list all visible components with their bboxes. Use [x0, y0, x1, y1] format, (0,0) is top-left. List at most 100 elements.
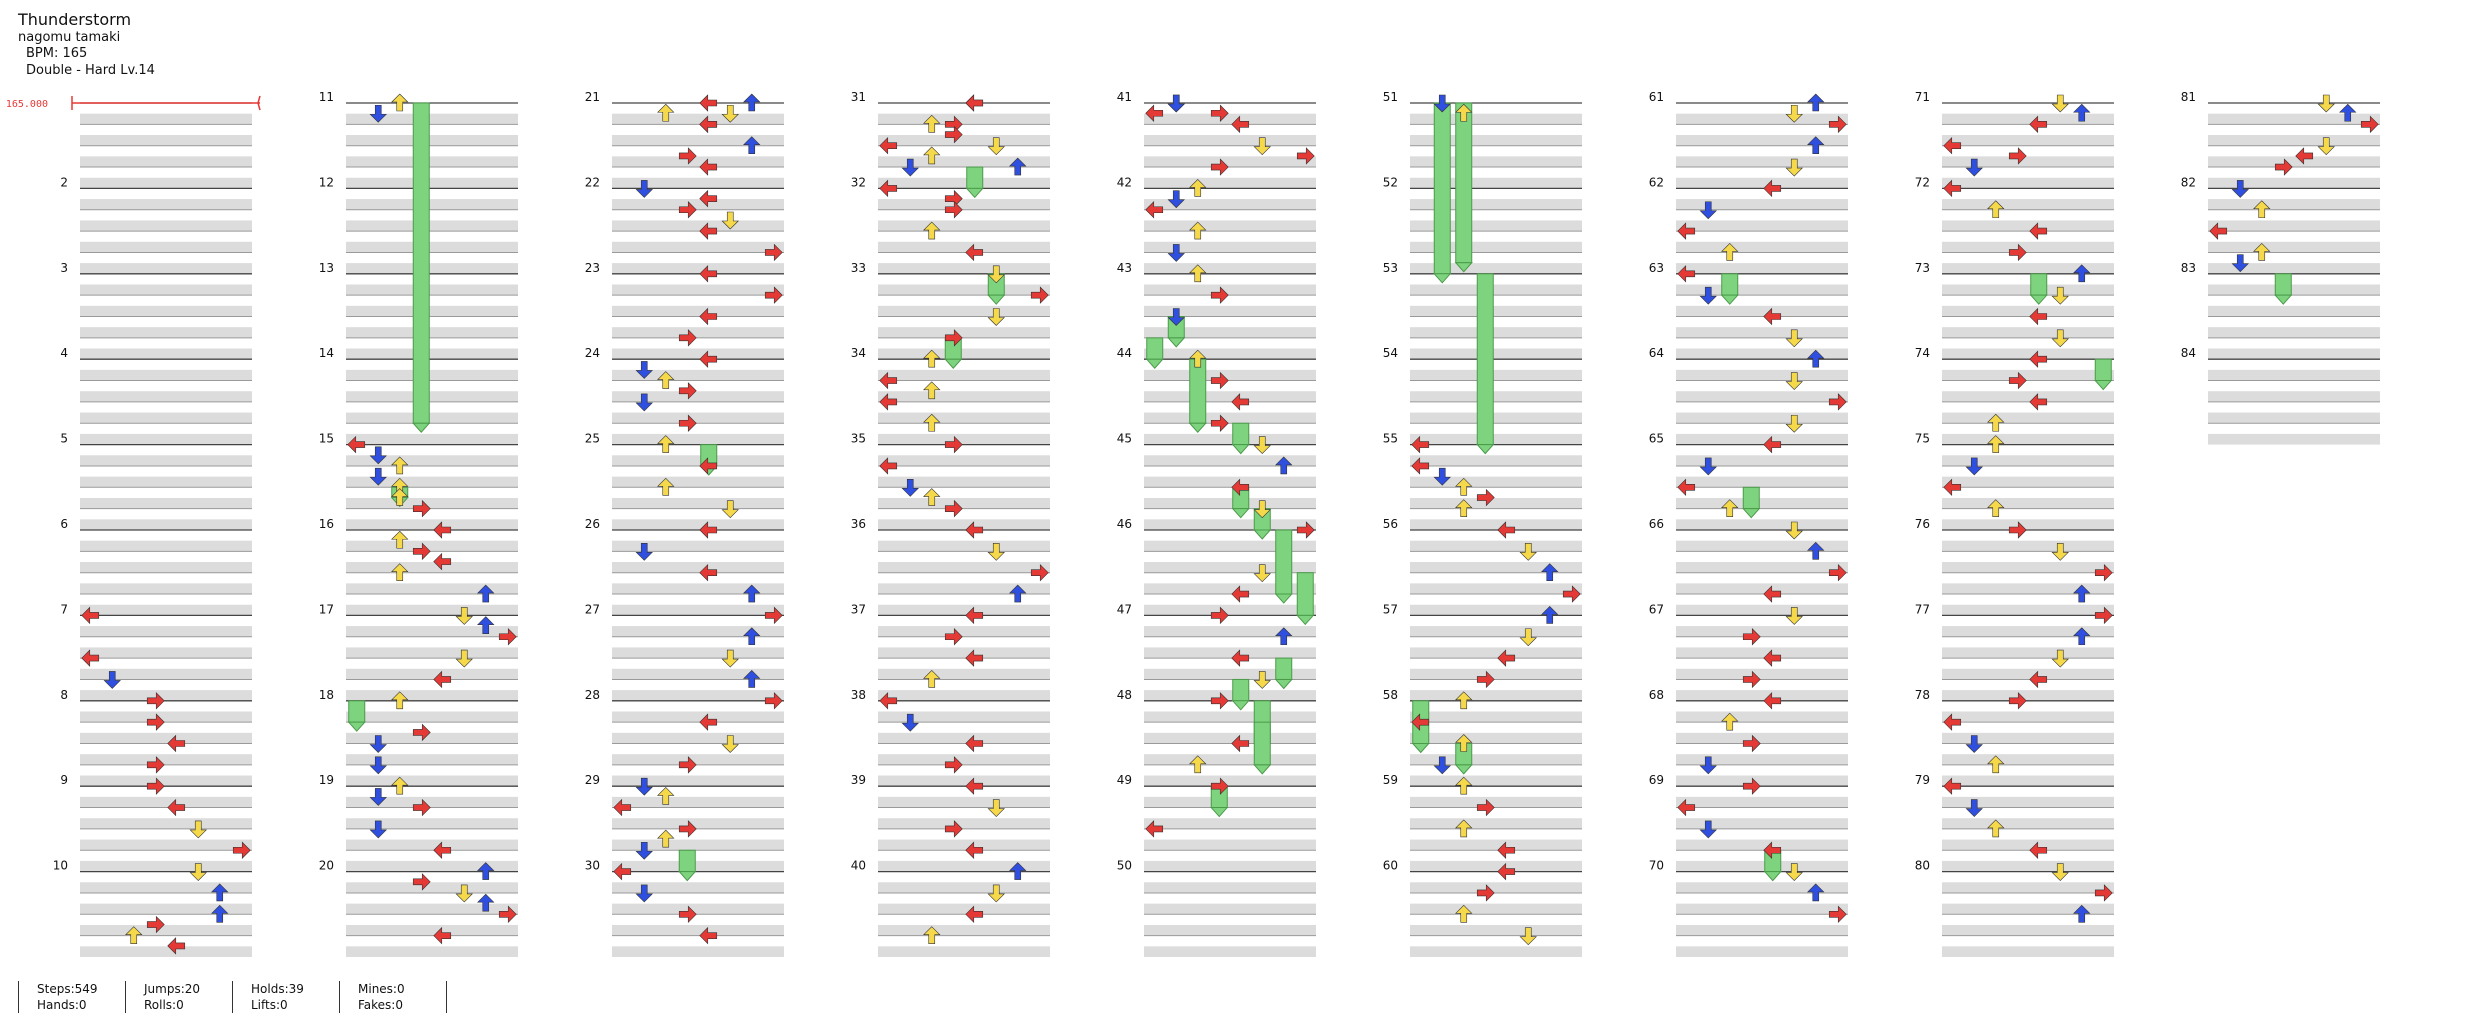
- staff-band: [1676, 412, 1848, 424]
- staff-band: [346, 796, 518, 808]
- note-arrow-up: [1987, 413, 2005, 432]
- staff-band: [346, 305, 518, 317]
- note-arrow-down: [2317, 94, 2335, 113]
- note-arrow-up: [1455, 776, 1473, 795]
- staff-band: [1676, 796, 1848, 808]
- measure-number: 11: [319, 90, 334, 104]
- note-arrow-down: [635, 180, 653, 198]
- note-arrow-left: [433, 552, 452, 571]
- note-arrow-down: [635, 361, 653, 379]
- hold-body: [412, 102, 430, 424]
- note-arrow-left: [879, 371, 898, 390]
- measure-number: 13: [319, 261, 334, 275]
- measure-number: 17: [319, 602, 334, 616]
- staff-band: [1942, 199, 2114, 210]
- hold-tail: [1742, 508, 1761, 519]
- staff-band: [80, 177, 252, 189]
- note-arrow-down: [455, 884, 473, 903]
- staff-band: [878, 924, 1050, 936]
- note-arrow-up: [1807, 349, 1825, 368]
- note-arrow-up: [923, 488, 941, 506]
- note-arrow-up: [1189, 178, 1207, 197]
- note-arrow-down: [1167, 244, 1185, 262]
- staff-band: [2208, 369, 2380, 381]
- hold-tail: [1411, 743, 1430, 754]
- staff-band: [878, 220, 1050, 232]
- note-arrow-up: [391, 776, 409, 795]
- note-arrow-right: [678, 820, 697, 838]
- staff-band: [1410, 562, 1582, 573]
- note-arrow-left: [1677, 478, 1696, 497]
- note-arrow-right: [1742, 777, 1761, 795]
- staff-band: [2208, 305, 2380, 317]
- staff-band: [878, 626, 1050, 637]
- note-arrow-down: [2051, 94, 2069, 113]
- note-arrow-right: [2008, 147, 2027, 165]
- staff-band: [1144, 497, 1316, 509]
- staff-band: [346, 818, 518, 829]
- staff-band: [1676, 156, 1848, 168]
- staff-band: [878, 882, 1050, 893]
- hold-body: [1232, 678, 1250, 702]
- staff-band: [346, 241, 518, 253]
- staff-band: [1676, 305, 1848, 317]
- note-arrow-down: [1785, 607, 1803, 625]
- staff-band: [1676, 284, 1848, 296]
- staff-band: [1144, 284, 1316, 296]
- measure-number: 38: [851, 688, 866, 702]
- note-arrow-left: [1231, 734, 1250, 753]
- staff-band: [1942, 732, 2114, 744]
- staff-band: [1144, 220, 1316, 232]
- hold-body: [348, 700, 366, 723]
- note-arrow-up: [391, 93, 409, 112]
- staff-band: [80, 796, 252, 808]
- staff-band: [2208, 348, 2380, 360]
- staff-band: [1942, 327, 2114, 338]
- measure-number: 73: [1915, 261, 1930, 275]
- staff-band: [878, 796, 1050, 808]
- difficulty-label: Double - Hard Lv.14: [26, 62, 155, 78]
- staff-band: [1410, 497, 1582, 509]
- staff-band: [878, 497, 1050, 509]
- note-arrow-up: [657, 103, 675, 122]
- staff-band: [80, 412, 252, 424]
- staff-band: [878, 263, 1050, 274]
- measure-number: 44: [1117, 346, 1132, 360]
- staff-band: [1676, 455, 1848, 466]
- staff-band: [346, 497, 518, 509]
- hold-body: [2274, 273, 2292, 296]
- note-arrow-down: [1699, 201, 1717, 220]
- stat-lifts: Lifts:0: [251, 998, 288, 1012]
- note-arrow-down: [901, 478, 919, 497]
- note-arrow-down: [1699, 756, 1717, 775]
- staff-band: [612, 263, 784, 274]
- stat-steps: Steps:549: [37, 982, 98, 996]
- note-arrow-left: [699, 350, 718, 368]
- staff-band: [1676, 433, 1848, 445]
- staff-band: [1942, 455, 2114, 466]
- hold-tail: [1720, 294, 1739, 305]
- measure-number: 23: [585, 261, 600, 275]
- note-arrow-right: [1210, 692, 1229, 710]
- hold-tail: [1231, 444, 1250, 455]
- note-arrow-down: [987, 884, 1005, 903]
- staff-band: [612, 156, 784, 168]
- staff-band: [1410, 860, 1582, 872]
- note-arrow-left: [699, 457, 718, 475]
- staff-band: [346, 263, 518, 274]
- staff-band: [2208, 199, 2380, 210]
- note-arrow-right: [1030, 286, 1049, 304]
- staff-band: [346, 135, 518, 146]
- note-arrow-left: [965, 606, 984, 625]
- staff-band: [878, 177, 1050, 189]
- staff-band: [1676, 241, 1848, 253]
- measure-number: 70: [1649, 859, 1664, 873]
- staff-band: [1410, 754, 1582, 765]
- note-arrow-right: [944, 435, 963, 454]
- note-arrow-down: [1965, 799, 1983, 817]
- stat-mines: Mines:0: [358, 982, 405, 996]
- note-arrow-left: [1231, 649, 1250, 667]
- staff-band: [612, 775, 784, 787]
- note-arrow-left: [2029, 841, 2048, 859]
- staff-band: [1676, 711, 1848, 723]
